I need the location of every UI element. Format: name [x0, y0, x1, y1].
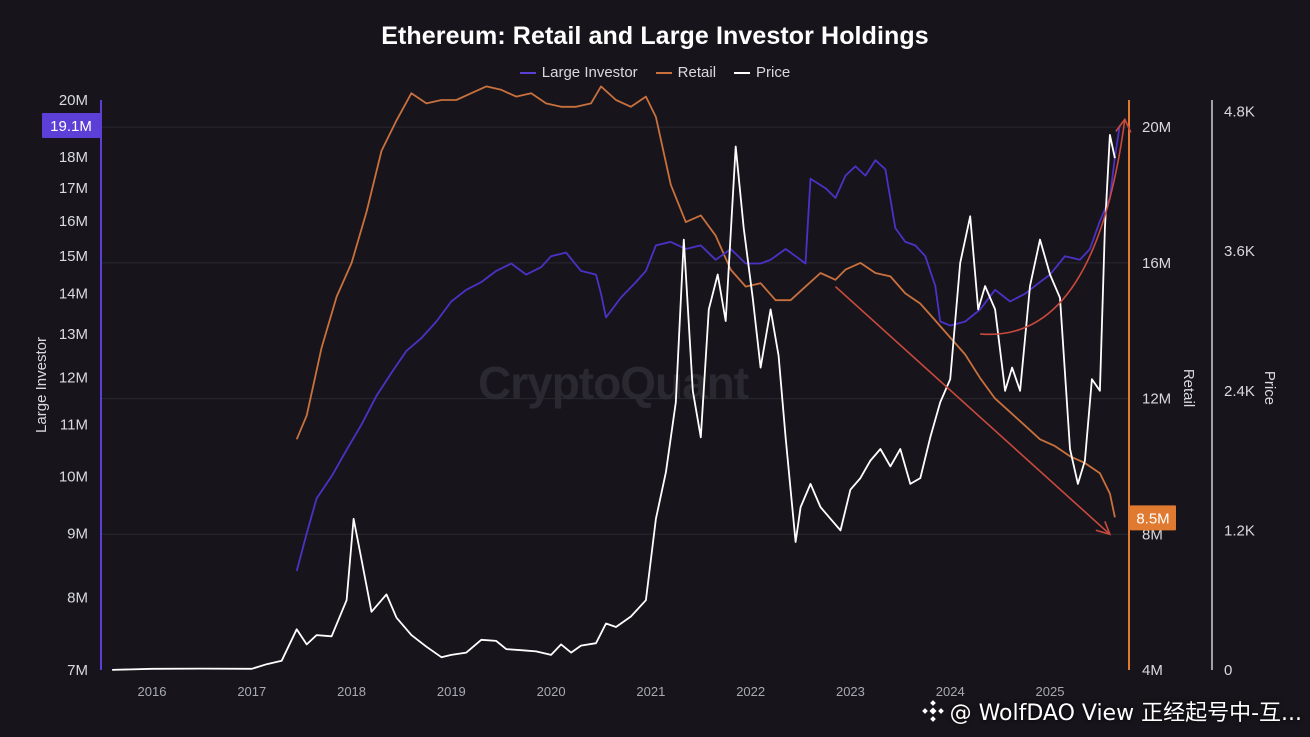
x-tick-label: 2019 [437, 684, 466, 699]
large-investor-axis-label: Large Investor [33, 337, 50, 433]
chart-title: Ethereum: Retail and Large Investor Hold… [381, 22, 929, 50]
large-investor-tick-label: 18M [59, 149, 88, 166]
x-tick-label: 2021 [636, 684, 665, 699]
large-investor-current-badge-label: 19.1M [50, 118, 92, 135]
large-investor-tick-label: 17M [59, 180, 88, 197]
retail-tick-label: 16M [1142, 255, 1171, 272]
retail-line [295, 85, 1116, 518]
legend-label-large-investor: Large Investor [541, 64, 638, 81]
large-investor-uptrend-arrow [980, 119, 1126, 336]
legend-swatch-price [734, 71, 751, 74]
source-tag: @ WolfDAO View 正经起号中-互... [921, 695, 1302, 727]
retail-tick-label: 12M [1142, 391, 1171, 408]
x-tick-label: 2018 [337, 684, 366, 699]
large-investor-current-badge [42, 112, 101, 138]
retail-arrowhead [1095, 520, 1112, 536]
large-investor-tick-label: 9M [67, 526, 88, 543]
price-tick-label: 0 [1224, 662, 1232, 679]
x-tick-label: 2023 [836, 684, 865, 699]
legend-label-price: Price [756, 64, 791, 81]
x-tick-label: 2022 [736, 684, 765, 699]
x-tick-label: 2025 [1036, 684, 1065, 699]
large-investor-tick-label: 8M [67, 589, 88, 606]
large-investor-tick-label: 11M [60, 417, 88, 434]
price-tick-label: 3.6K [1224, 243, 1255, 260]
legend-item-large-investor: Large Investor [519, 64, 638, 81]
large-investor-tick-label: 7M [67, 662, 88, 679]
retail-tick-label: 4M [1142, 662, 1163, 679]
large-investor-tick-label: 12M [59, 369, 88, 386]
legend-swatch-large-investor [519, 71, 536, 74]
x-tick-label: 2024 [936, 684, 965, 699]
x-tick-label: 2016 [138, 684, 167, 699]
price-axis-label: Price [1261, 371, 1278, 405]
large-investor-tick-label: 13M [59, 326, 88, 343]
price-line [112, 133, 1116, 671]
legend-label-retail: Retail [677, 64, 717, 81]
chart-legend: Large Investor Retail Price [0, 64, 1310, 81]
retail-current-badge [1130, 505, 1176, 531]
retail-axis-label: Retail [1180, 369, 1197, 407]
exchange-logo-icon [921, 700, 944, 722]
large-investor-tick-label: 20M [59, 92, 88, 109]
price-tick-label: 2.4K [1224, 383, 1255, 400]
legend-swatch-retail [655, 71, 672, 74]
large-investor-tick-label: 14M [59, 286, 88, 303]
retail-downtrend-arrow [834, 286, 1111, 535]
x-tick-label: 2020 [537, 684, 566, 699]
large-investor-line [295, 124, 1121, 572]
price-tick-label: 1.2K [1224, 522, 1255, 539]
large-investor-tick-label: 10M [59, 468, 88, 485]
retail-current-badge-label: 8.5M [1136, 510, 1169, 527]
retail-tick-label: 20M [1142, 119, 1171, 136]
retail-tick-label: 8M [1142, 526, 1163, 543]
large-investor-tick-label: 15M [59, 248, 88, 265]
price-tick-label: 4.8K [1224, 104, 1255, 121]
large-investor-tick-label: 16M [59, 213, 88, 230]
source-tag-text: @ WolfDAO View 正经起号中-互... [949, 701, 1302, 726]
large-investor-arrowhead [1115, 117, 1132, 133]
legend-item-retail: Retail [655, 64, 717, 81]
x-tick-label: 2017 [237, 684, 266, 699]
legend-item-price: Price [734, 64, 790, 81]
